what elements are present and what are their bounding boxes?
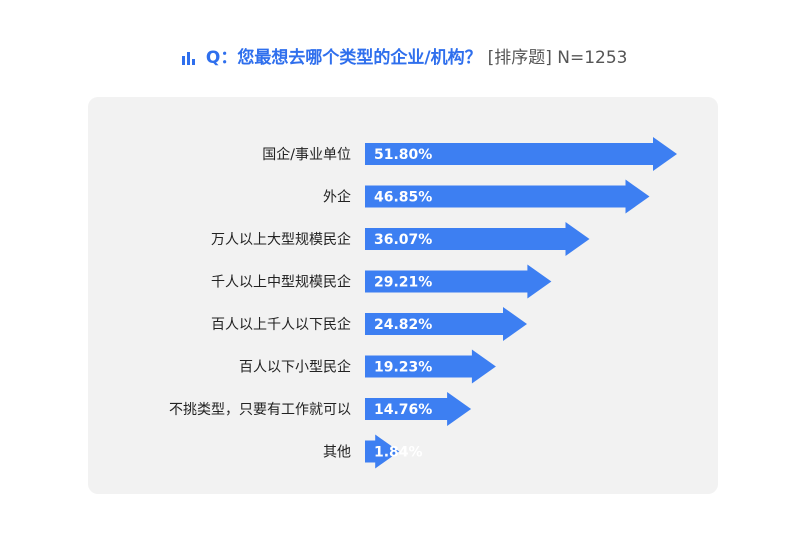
category-label: 百人以下小型民企	[239, 359, 351, 376]
value-label: 19.23%	[374, 360, 432, 376]
value-label: 46.85%	[374, 190, 432, 206]
bar-arrow	[365, 349, 496, 384]
question-text: Q：您最想去哪个类型的企业/机构？	[205, 48, 482, 68]
bar-arrow	[365, 392, 472, 426]
category-label: 国企/事业单位	[262, 146, 351, 163]
bar-arrow	[365, 222, 590, 256]
bar-arrow	[365, 179, 650, 214]
value-label: 24.82%	[374, 317, 432, 333]
category-label: 不挑类型，只要有工作就可以	[169, 402, 351, 418]
value-label: 29.21%	[374, 275, 432, 291]
bar-chart-icon	[181, 52, 195, 65]
question-meta: [排序题] N=1253	[487, 48, 628, 68]
bar-arrow	[365, 137, 677, 171]
category-label: 百人以上千人以下民企	[211, 316, 351, 333]
chart-title: Q：您最想去哪个类型的企业/机构？ [排序题] N=1253	[0, 46, 808, 70]
category-label: 其他	[323, 445, 351, 461]
bar-arrow	[365, 264, 552, 299]
category-label: 千人以上中型规模民企	[211, 274, 351, 291]
bar-arrow	[365, 434, 400, 469]
value-label: 51.80%	[374, 147, 432, 163]
bar-chart: 国企/事业单位 51.80% 外企 46.85% 万人以上大型规模民企 36.07% 千人以…	[169, 137, 677, 469]
value-label: 36.07%	[374, 232, 432, 248]
value-label: 14.76%	[374, 402, 432, 418]
category-label: 万人以上大型规模民企	[211, 231, 351, 248]
value-label: 1.84%	[374, 445, 423, 461]
bar-arrow	[365, 307, 527, 341]
category-label: 外企	[323, 189, 351, 206]
